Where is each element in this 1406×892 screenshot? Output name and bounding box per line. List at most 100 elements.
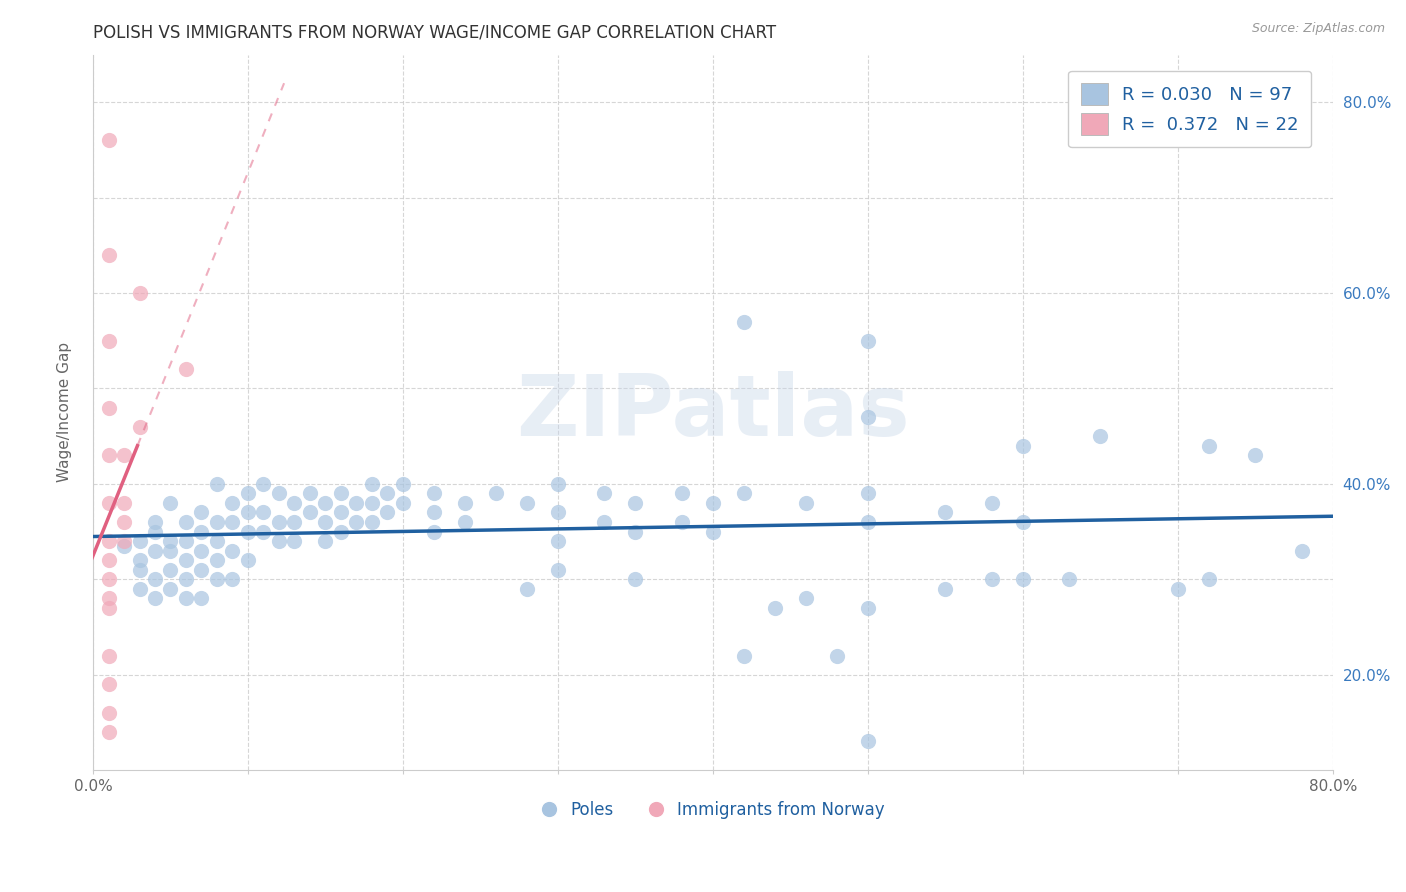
Point <box>97 600 120 615</box>
Point <box>128 534 150 549</box>
Text: POLISH VS IMMIGRANTS FROM NORWAY WAGE/INCOME GAP CORRELATION CHART: POLISH VS IMMIGRANTS FROM NORWAY WAGE/IN… <box>93 24 776 42</box>
Point <box>97 534 120 549</box>
Point <box>143 524 166 539</box>
Point <box>593 515 616 529</box>
Point <box>112 534 135 549</box>
Point <box>733 315 755 329</box>
Point <box>236 553 259 567</box>
Point <box>112 515 135 529</box>
Point <box>221 543 243 558</box>
Point <box>856 410 879 425</box>
Point <box>190 591 212 606</box>
Point <box>454 515 477 529</box>
Point <box>454 496 477 510</box>
Point <box>205 476 228 491</box>
Point <box>377 505 399 519</box>
Point <box>934 505 956 519</box>
Point <box>267 515 290 529</box>
Point <box>1011 572 1033 586</box>
Point <box>267 486 290 500</box>
Point <box>97 706 120 720</box>
Point <box>298 486 321 500</box>
Point <box>314 534 336 549</box>
Point <box>283 515 305 529</box>
Point <box>423 505 446 519</box>
Point <box>221 515 243 529</box>
Point <box>1090 429 1112 443</box>
Point <box>97 553 120 567</box>
Point <box>1198 572 1220 586</box>
Point <box>794 591 817 606</box>
Point <box>159 534 181 549</box>
Point <box>856 334 879 348</box>
Point <box>485 486 508 500</box>
Point <box>143 515 166 529</box>
Point <box>1011 515 1033 529</box>
Point <box>856 486 879 500</box>
Point <box>283 496 305 510</box>
Point <box>236 524 259 539</box>
Point <box>236 486 259 500</box>
Point <box>143 572 166 586</box>
Point <box>97 677 120 691</box>
Point <box>190 563 212 577</box>
Point <box>174 534 197 549</box>
Point <box>314 496 336 510</box>
Point <box>314 515 336 529</box>
Point <box>159 496 181 510</box>
Point <box>361 476 384 491</box>
Point <box>361 496 384 510</box>
Point <box>298 505 321 519</box>
Point <box>174 362 197 376</box>
Point <box>267 534 290 549</box>
Point <box>856 600 879 615</box>
Point <box>128 286 150 301</box>
Point <box>112 539 135 553</box>
Point <box>1011 439 1033 453</box>
Point <box>547 505 569 519</box>
Point <box>346 496 368 510</box>
Point <box>205 515 228 529</box>
Point <box>671 515 693 529</box>
Point <box>159 582 181 596</box>
Point <box>330 486 353 500</box>
Point <box>1059 572 1081 586</box>
Point <box>128 582 150 596</box>
Point <box>97 248 120 262</box>
Point <box>392 476 415 491</box>
Point <box>221 572 243 586</box>
Point <box>252 505 274 519</box>
Point <box>143 543 166 558</box>
Point <box>174 515 197 529</box>
Point <box>128 419 150 434</box>
Point <box>205 553 228 567</box>
Point <box>97 334 120 348</box>
Point <box>174 553 197 567</box>
Point <box>174 572 197 586</box>
Point <box>330 505 353 519</box>
Point <box>159 563 181 577</box>
Point <box>346 515 368 529</box>
Point <box>856 515 879 529</box>
Point <box>221 496 243 510</box>
Point <box>128 553 150 567</box>
Point <box>236 505 259 519</box>
Point <box>205 534 228 549</box>
Point <box>1198 439 1220 453</box>
Point <box>624 572 647 586</box>
Point <box>423 486 446 500</box>
Point <box>128 563 150 577</box>
Point <box>624 496 647 510</box>
Point <box>980 496 1002 510</box>
Text: Source: ZipAtlas.com: Source: ZipAtlas.com <box>1251 22 1385 36</box>
Point <box>205 572 228 586</box>
Point <box>702 496 724 510</box>
Point <box>1291 543 1313 558</box>
Point <box>1167 582 1189 596</box>
Point <box>547 476 569 491</box>
Point <box>856 734 879 748</box>
Point <box>190 505 212 519</box>
Legend: Poles, Immigrants from Norway: Poles, Immigrants from Norway <box>534 795 891 826</box>
Point <box>174 591 197 606</box>
Point <box>516 496 538 510</box>
